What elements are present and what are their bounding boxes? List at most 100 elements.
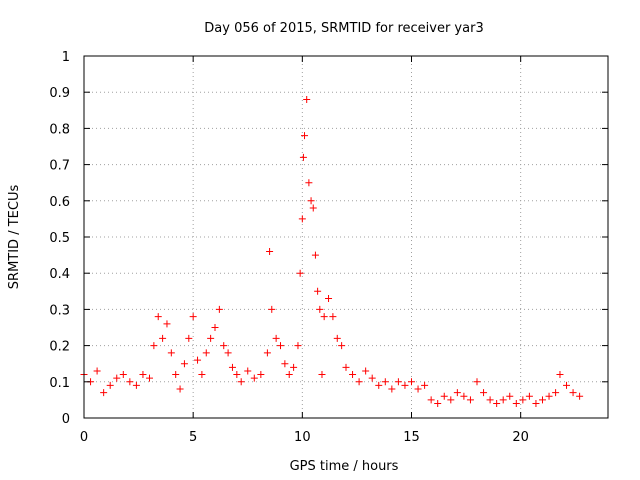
y-tick-label: 0.5 <box>49 231 70 246</box>
data-point <box>480 389 488 397</box>
chart-title: Day 056 of 2015, SRMTID for receiver yar… <box>204 21 483 36</box>
data-point <box>421 381 429 389</box>
y-tick-label: 0.7 <box>49 159 70 174</box>
data-point <box>290 363 298 371</box>
data-point <box>185 334 193 342</box>
data-point <box>333 334 341 342</box>
data-point <box>362 367 370 375</box>
data-point <box>277 342 284 350</box>
data-point <box>189 313 197 321</box>
y-tick-labels: 0 0.1 0.2 0.3 0.4 0.5 0.6 0.7 0.8 0.9 1 <box>49 50 70 427</box>
y-tick-label: 0.2 <box>49 340 70 355</box>
data-point <box>320 313 328 321</box>
data-point <box>172 371 180 379</box>
data-point <box>113 374 121 382</box>
axis-ticks <box>83 55 608 419</box>
data-point <box>281 360 289 368</box>
data-point <box>311 251 319 259</box>
x-tick-labels: 0 5 10 15 20 <box>80 430 529 445</box>
data-point <box>237 378 245 386</box>
data-point <box>176 385 184 393</box>
data-point <box>163 320 171 328</box>
x-tick-label: 10 <box>294 430 311 445</box>
data-point <box>298 215 306 223</box>
data-point <box>132 381 140 389</box>
data-point <box>299 153 307 161</box>
x-tick-label: 5 <box>189 430 197 445</box>
plot-frame <box>83 55 609 419</box>
data-point <box>394 378 402 386</box>
data-point <box>368 374 376 382</box>
data-point <box>556 371 564 379</box>
data-point <box>434 400 442 408</box>
data-point <box>303 95 311 103</box>
data-point <box>447 396 455 404</box>
y-tick-label: 0.8 <box>49 122 70 137</box>
data-point <box>569 389 577 397</box>
data-point <box>198 371 206 379</box>
data-point <box>100 389 108 397</box>
data-point <box>146 374 153 382</box>
data-point <box>388 385 396 393</box>
data-point <box>519 396 527 404</box>
data-point <box>329 313 337 321</box>
x-tick-label: 0 <box>80 430 88 445</box>
data-point <box>316 305 324 313</box>
data-point <box>207 334 215 342</box>
data-point <box>401 381 409 389</box>
data-point <box>224 349 232 357</box>
data-point <box>257 371 265 379</box>
data-point <box>263 349 271 357</box>
data-point <box>106 381 114 389</box>
data-point <box>539 396 546 404</box>
data-point <box>167 349 175 357</box>
data-point <box>493 400 501 408</box>
data-point <box>427 396 435 404</box>
data-point <box>325 295 333 303</box>
data-point <box>499 396 507 404</box>
data-point <box>349 371 357 379</box>
data-point <box>506 392 514 400</box>
y-tick-label: 0.9 <box>49 86 70 101</box>
data-point <box>93 367 101 375</box>
data-point <box>563 381 571 389</box>
data-point <box>301 132 309 140</box>
y-axis-label: SRMTID / TECUs <box>7 185 22 290</box>
data-point <box>119 371 127 379</box>
data-point <box>202 349 210 357</box>
data-point <box>414 385 422 393</box>
y-tick-label: 0.3 <box>49 303 70 318</box>
x-tick-label: 20 <box>512 430 529 445</box>
data-point <box>139 371 147 379</box>
x-tick-label: 15 <box>403 430 420 445</box>
data-point <box>305 179 313 187</box>
data-point <box>355 378 363 386</box>
data-point <box>466 396 474 404</box>
data-point <box>512 400 520 408</box>
data-point <box>318 371 326 379</box>
data-point <box>194 356 202 364</box>
data-point <box>126 378 134 386</box>
data-point <box>250 374 258 382</box>
data-point <box>266 247 274 255</box>
data-point <box>486 396 494 404</box>
data-point <box>233 371 241 379</box>
data-point <box>342 363 350 371</box>
y-tick-label: 0.4 <box>49 267 70 282</box>
y-tick-label: 0 <box>62 412 70 427</box>
data-point <box>220 342 228 350</box>
y-tick-label: 0.1 <box>49 376 70 391</box>
data-point <box>272 334 280 342</box>
data-point <box>408 378 415 386</box>
data-point <box>460 392 468 400</box>
data-point <box>453 389 461 397</box>
data-point <box>211 324 219 331</box>
data-point <box>545 392 553 400</box>
data-point <box>375 381 383 389</box>
data-point <box>309 204 317 212</box>
data-point <box>381 378 389 386</box>
data-point <box>285 371 293 379</box>
data-point <box>244 367 252 375</box>
data-points <box>80 95 584 408</box>
